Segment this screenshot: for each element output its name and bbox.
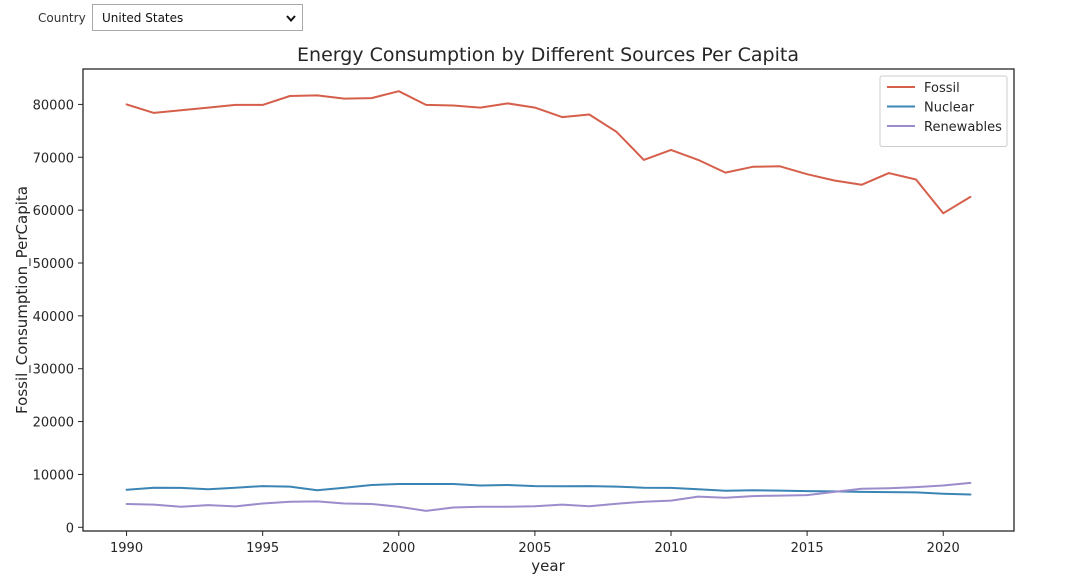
chevron-down-icon[interactable] (284, 11, 298, 25)
y-tick-label: 40000 (33, 310, 74, 325)
y-tick-label: 30000 (33, 363, 74, 378)
legend-box (879, 75, 1008, 147)
y-tick-label: 20000 (33, 416, 74, 431)
y-axis: 0 10000 20000 30000 40000 50000 60000 70000 8000… (33, 98, 83, 536)
country-dropdown[interactable]: United States (92, 4, 303, 31)
x-tick-label: 2010 (654, 541, 687, 556)
y-axis-label: Fossil_Consumption_PerCapita (13, 186, 32, 414)
legend: Fossil Nuclear Renewables (879, 75, 1008, 147)
y-tick-label: 80000 (33, 98, 74, 113)
y-tick-label: 10000 (33, 468, 74, 483)
chart-title: Energy Consumption by Different Sources … (297, 44, 799, 66)
x-tick-label: 2020 (927, 541, 960, 556)
x-axis-label: year (531, 557, 565, 575)
legend-label: Fossil (924, 81, 960, 96)
plot-area (125, 90, 972, 512)
x-axis: 1990 1995 2000 2005 2010 2015 2020 (110, 531, 960, 556)
series-line-fossil (125, 90, 972, 215)
series-line-renewables (125, 481, 972, 512)
y-tick-label: 50000 (33, 257, 74, 272)
legend-label: Nuclear (924, 101, 975, 116)
plot-frame (82, 68, 1015, 532)
x-tick-label: 2000 (382, 541, 415, 556)
country-label: Country (38, 11, 86, 25)
x-tick-label: 1990 (110, 541, 143, 556)
x-tick-label: 1995 (246, 541, 279, 556)
x-tick-label: 2015 (791, 541, 824, 556)
y-tick-label: 70000 (33, 151, 74, 166)
legend-label: Renewables (924, 120, 1002, 135)
series-line-nuclear (125, 483, 972, 496)
y-tick-label: 60000 (33, 204, 74, 219)
country-selected-value: United States (102, 11, 184, 25)
x-tick-label: 2005 (518, 541, 551, 556)
country-filter: Country United States (0, 4, 400, 32)
y-tick-label: 0 (66, 521, 74, 536)
